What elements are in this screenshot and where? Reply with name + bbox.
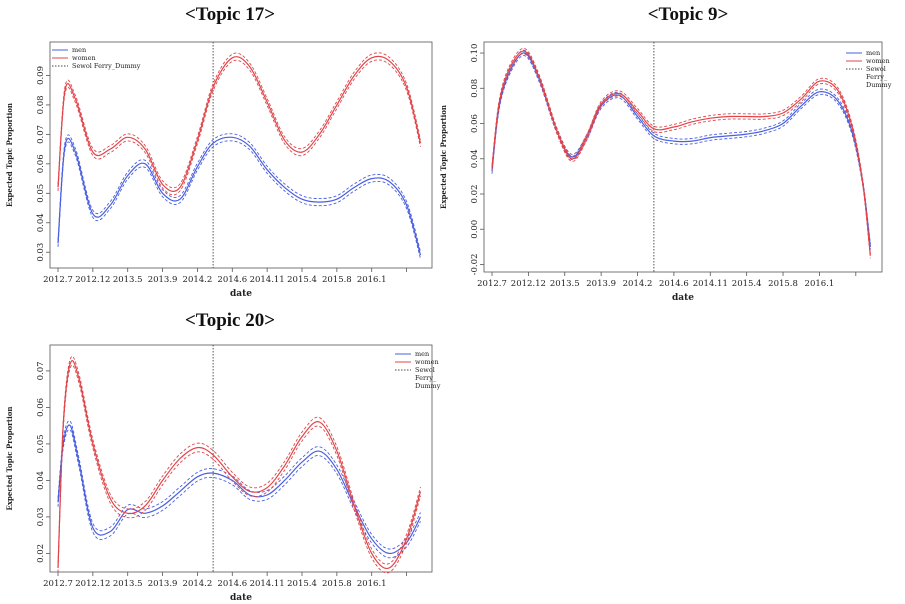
x-tick-label: 2016.1 xyxy=(357,275,387,285)
chart-panel-3: <Topic 20> 0.02 0.03 0.04 0.05 0.06 0.07 Expect… xyxy=(5,310,441,603)
y-tick-label: 0.06 xyxy=(36,398,46,417)
y-axis-label: Expected Topic Proportion xyxy=(5,407,14,511)
y-tick-label: 0.08 xyxy=(470,79,480,98)
chart-title: <Topic 20> xyxy=(185,310,275,331)
y-tick-label: -0.02 xyxy=(470,254,480,276)
plot-frame xyxy=(483,41,883,273)
series-women-lower-ci xyxy=(57,59,421,196)
x-tick-label: 2014.11 xyxy=(250,275,285,285)
series-women-line xyxy=(491,50,871,256)
series-men-upper-ci xyxy=(57,133,421,252)
chart-title: <Topic 9> xyxy=(648,4,729,25)
y-tick-label: 0.05 xyxy=(36,184,46,203)
y-tick-label: 0.06 xyxy=(36,154,46,173)
y-axis-label: Expected Topic Proportion xyxy=(5,103,14,207)
legend-label: Dummy xyxy=(866,81,892,89)
legend-label: women xyxy=(866,57,890,65)
series-women-upper-ci xyxy=(57,52,421,189)
x-tick-label: 2015.8 xyxy=(322,579,352,589)
x-tick-label: 2015.8 xyxy=(768,279,798,289)
x-tick-label: 2012.12 xyxy=(75,275,110,285)
legend-label: Sewol xyxy=(866,65,886,73)
x-tick-label: 2014.2 xyxy=(183,275,213,285)
legend-label: men xyxy=(866,49,880,57)
y-tick-label: 0.09 xyxy=(36,66,46,85)
x-tick-label: 2012.12 xyxy=(511,279,546,289)
x-tick-label: 2014.6 xyxy=(659,279,689,289)
x-axis-label: date xyxy=(230,593,252,603)
x-tick-label: 2016.1 xyxy=(805,279,835,289)
legend-label: Sewol Ferry_Dummy xyxy=(72,62,141,70)
y-tick-label: 0.07 xyxy=(36,361,46,380)
y-tick-label: 0.08 xyxy=(36,95,46,114)
x-tick-label: 2012.7 xyxy=(43,275,73,285)
y-tick-label: 0.00 xyxy=(470,220,480,239)
x-tick-label: 2014.6 xyxy=(217,275,247,285)
legend-label: Ferry_ xyxy=(866,73,888,81)
series-women-line xyxy=(57,55,422,192)
x-tick-label: 2014.6 xyxy=(217,579,247,589)
x-tick-label: 2013.9 xyxy=(586,279,616,289)
x-axis-label: date xyxy=(672,293,694,303)
y-tick-label: 0.10 xyxy=(470,44,480,63)
y-tick-label: 0.07 xyxy=(36,125,46,144)
x-tick-label: 2016.1 xyxy=(357,579,387,589)
x-tick-label: 2014.11 xyxy=(693,279,728,289)
x-tick-label: 2012.12 xyxy=(75,579,110,589)
x-tick-label: 2015.8 xyxy=(322,275,352,285)
series-women-upper-ci xyxy=(57,355,421,565)
y-tick-label: 0.03 xyxy=(36,507,46,526)
y-tick-label: 0.06 xyxy=(470,114,480,133)
y-tick-label: 0.04 xyxy=(36,213,46,232)
y-tick-label: 0.02 xyxy=(470,185,480,204)
legend-label: Sewol xyxy=(415,366,435,374)
legend-label: women xyxy=(415,358,439,366)
series-men-line xyxy=(57,136,422,256)
x-tick-label: 2013.9 xyxy=(148,275,178,285)
series-men-lower-ci xyxy=(57,428,421,559)
legend-label: Ferry_ xyxy=(415,374,437,382)
legend-label: women xyxy=(72,54,96,62)
y-tick-label: 0.02 xyxy=(36,544,46,563)
x-tick-label: 2013.5 xyxy=(550,279,580,289)
x-tick-label: 2013.5 xyxy=(113,275,143,285)
x-axis-label: date xyxy=(230,289,252,299)
series-women-lower-ci xyxy=(491,53,871,259)
x-tick-label: 2012.7 xyxy=(477,279,507,289)
legend-label: men xyxy=(415,350,429,358)
y-tick-label: 0.05 xyxy=(36,434,46,453)
x-tick-label: 2015.4 xyxy=(287,275,317,285)
legend-label: Dummy xyxy=(415,382,441,390)
y-axis-label: Expected Topic Proportion xyxy=(439,105,448,209)
series-men-lower-ci xyxy=(491,55,871,250)
legend-label: men xyxy=(72,46,86,54)
chart-panel-1: <Topic 17> 0.03 0.04 0.05 0.06 0.07 0.08 0.09 Ex… xyxy=(5,4,433,299)
y-tick-label: 0.04 xyxy=(36,471,46,490)
series-women-lower-ci xyxy=(57,364,421,574)
x-tick-label: 2012.7 xyxy=(43,579,73,589)
chart-title: <Topic 17> xyxy=(185,4,275,25)
x-tick-label: 2013.5 xyxy=(113,579,143,589)
y-tick-label: 0.04 xyxy=(470,149,480,168)
plot-frame xyxy=(49,41,433,269)
x-tick-label: 2014.2 xyxy=(623,279,653,289)
x-tick-label: 2014.2 xyxy=(183,579,213,589)
x-tick-label: 2015.4 xyxy=(732,279,762,289)
x-tick-label: 2015.4 xyxy=(287,579,317,589)
series-men-lower-ci xyxy=(57,140,421,259)
series-women-upper-ci xyxy=(491,47,871,254)
plot-frame xyxy=(49,344,433,573)
chart-panel-2: <Topic 9> -0.02 0.00 0.02 0.04 0.06 0.08 0.10 Ex… xyxy=(439,4,892,303)
series-men-upper-ci xyxy=(491,49,871,245)
x-tick-label: 2014.11 xyxy=(250,579,285,589)
x-tick-label: 2013.9 xyxy=(148,579,178,589)
y-tick-label: 0.03 xyxy=(36,243,46,262)
series-women-line xyxy=(57,360,422,570)
series-men-upper-ci xyxy=(57,420,421,550)
